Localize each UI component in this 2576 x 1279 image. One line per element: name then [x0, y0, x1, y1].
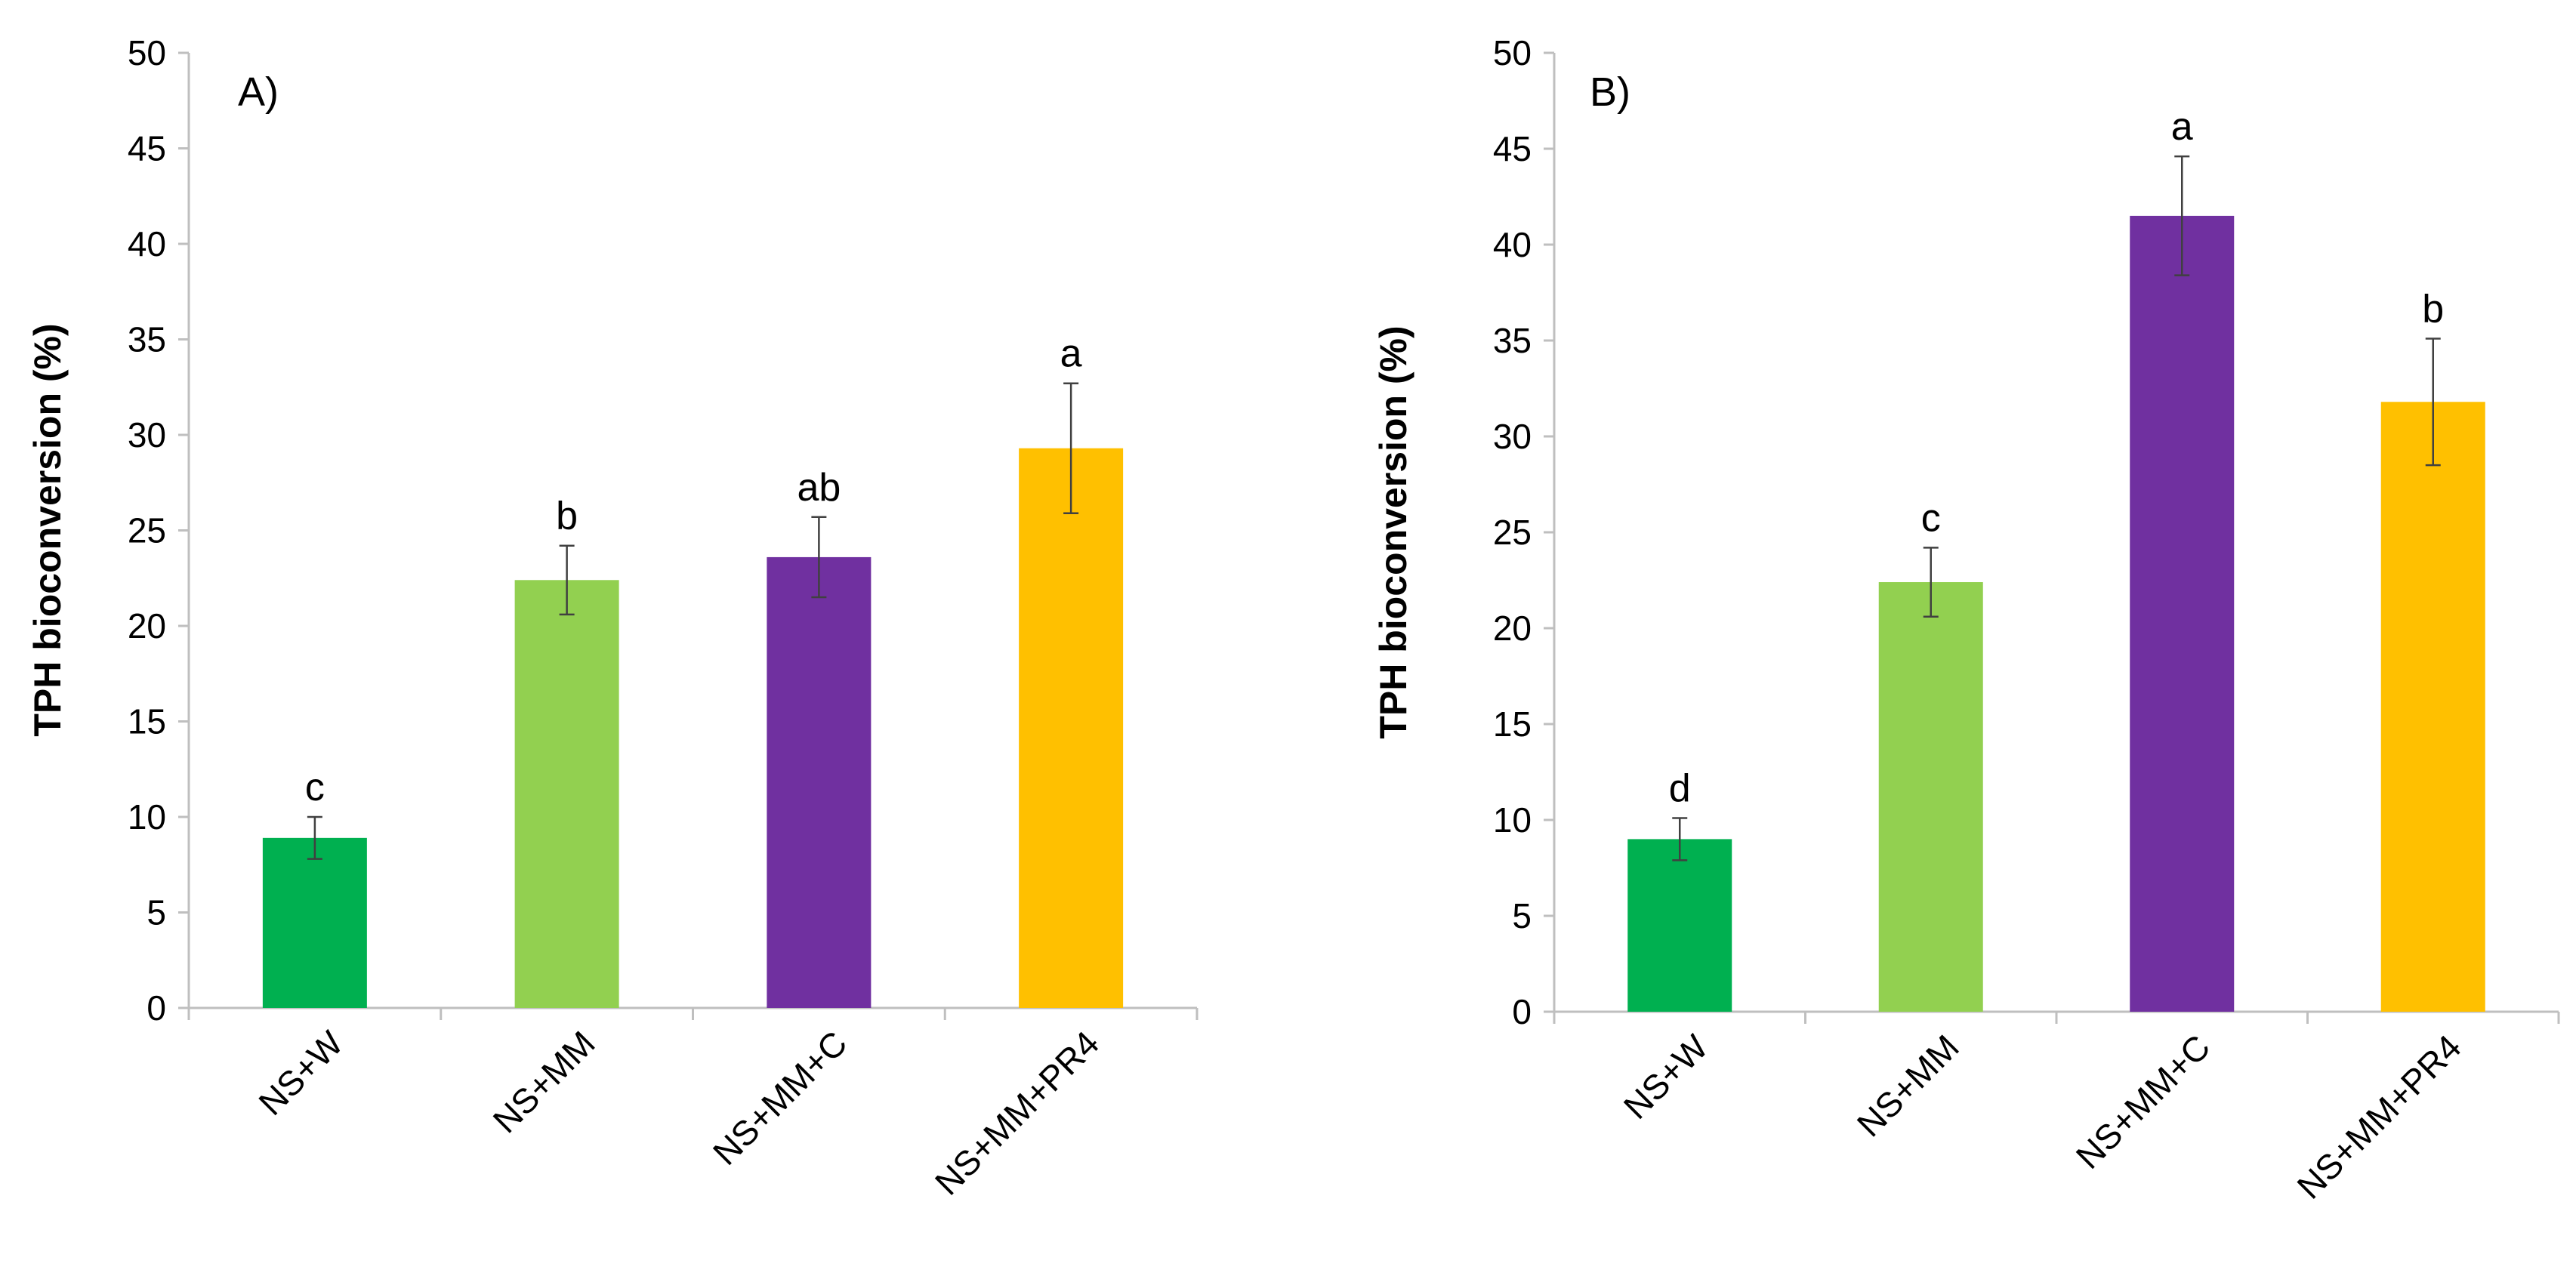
y-tick-label: 30 [128, 415, 166, 455]
bar-ns-mm-c [2130, 215, 2235, 1012]
x-tick-label: NS+MM [1849, 1027, 1967, 1144]
y-tick-label: 35 [1493, 321, 1532, 360]
significance-letter: c [305, 766, 325, 809]
y-axis-title: TPH bioconversion (%) [1372, 325, 1414, 738]
significance-letter: a [1060, 332, 1082, 376]
y-tick-label: 40 [128, 224, 166, 264]
x-tick-label: NS+MM+C [705, 1023, 855, 1173]
significance-letter: d [1669, 766, 1691, 810]
y-tick-label: 15 [1493, 704, 1532, 744]
x-tick-label: NS+W [251, 1023, 350, 1123]
significance-letter: b [2422, 287, 2444, 331]
panel-a: 0 5 10 15 20 25 30 35 40 45 50 c NS+W b NS+MM ab NS+MM+C… [26, 33, 1199, 1203]
bar-ns-mm-pr4 [1019, 448, 1124, 1008]
y-tick-label: 20 [128, 606, 166, 646]
y-tick-label: 10 [1493, 800, 1532, 840]
y-tick-label: 40 [1493, 225, 1532, 264]
bar-ns-mm [1878, 582, 1983, 1012]
bar-ns-w [1627, 839, 1732, 1012]
panel-label: A) [238, 69, 279, 115]
significance-letter: a [2171, 105, 2193, 149]
y-tick-label: 45 [1493, 129, 1532, 168]
panel-label: B) [1590, 69, 1630, 115]
y-tick-label: 35 [128, 320, 166, 359]
y-tick-label: 0 [147, 988, 166, 1028]
significance-letter: b [556, 495, 578, 538]
y-tick-label: 15 [128, 702, 166, 741]
x-tick-label: NS+W [1616, 1027, 1716, 1126]
y-tick-label: 50 [1493, 33, 1532, 72]
y-tick-label: 25 [1493, 513, 1532, 552]
y-tick-label: 25 [128, 511, 166, 550]
x-tick-label: NS+MM [486, 1023, 603, 1140]
bar-ns-mm-c [767, 556, 872, 1008]
y-tick-label: 0 [1512, 992, 1532, 1031]
y-tick-label: 30 [1493, 417, 1532, 456]
x-tick-label: NS+MM+PR4 [2289, 1027, 2468, 1206]
panel-b: 0 5 10 15 20 25 30 35 40 45 50 d NS+W c NS+MM a NS+MM+C b… [1372, 33, 2560, 1207]
y-tick-label: 10 [128, 797, 166, 837]
x-tick-label: NS+MM+C [2069, 1027, 2218, 1176]
bar-ns-mm-pr4 [2380, 402, 2485, 1012]
y-axis-title: TPH bioconversion (%) [26, 323, 69, 736]
significance-letter: c [1921, 496, 1941, 540]
bar-ns-mm [514, 580, 619, 1008]
bar-ns-w [262, 837, 367, 1008]
y-tick-label: 20 [1493, 609, 1532, 648]
y-tick-label: 5 [1512, 896, 1532, 935]
y-tick-label: 45 [128, 129, 166, 168]
y-tick-label: 5 [147, 893, 166, 932]
y-tick-label: 50 [128, 33, 166, 72]
significance-letter: ab [797, 466, 841, 510]
x-tick-label: NS+MM+PR4 [927, 1023, 1106, 1202]
